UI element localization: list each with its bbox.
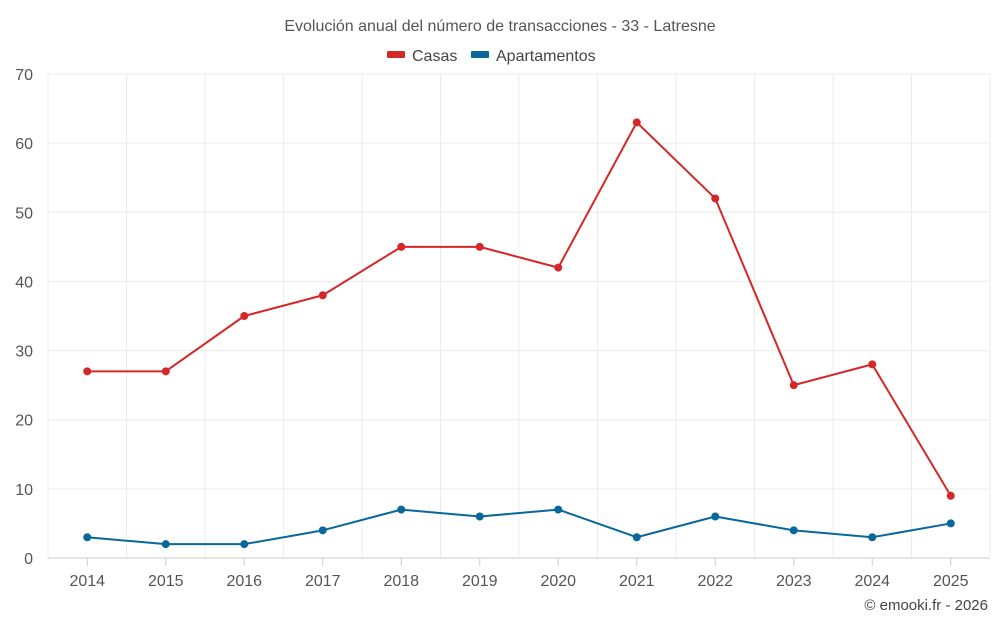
data-point-apartamentos[interactable] xyxy=(475,512,484,521)
data-point-casas[interactable] xyxy=(475,242,484,251)
x-tick-label: 2025 xyxy=(933,573,969,590)
data-point-casas[interactable] xyxy=(554,263,563,272)
y-tick-label: 30 xyxy=(15,344,33,361)
y-tick-label: 70 xyxy=(15,67,33,84)
x-tick-label: 2024 xyxy=(854,573,890,590)
data-point-apartamentos[interactable] xyxy=(868,533,877,542)
series-line-casas xyxy=(87,121,952,497)
x-tick-label: 2017 xyxy=(305,573,341,590)
y-tick-label: 60 xyxy=(15,136,33,153)
data-point-casas[interactable] xyxy=(83,367,92,376)
data-point-casas[interactable] xyxy=(789,381,798,390)
x-tick-label: 2015 xyxy=(148,573,184,590)
legend-swatch-casas xyxy=(387,51,405,58)
x-tick-label: 2022 xyxy=(697,573,733,590)
y-tick-label: 50 xyxy=(15,205,33,222)
y-axis-ticks: 0 10 20 30 40 50 60 70 xyxy=(15,67,33,568)
data-point-casas[interactable] xyxy=(397,242,406,251)
chart-title: Evolución anual del número de transaccio… xyxy=(284,18,715,35)
x-tick-label: 2018 xyxy=(383,573,419,590)
data-point-apartamentos[interactable] xyxy=(240,540,249,549)
y-tick-label: 0 xyxy=(24,551,33,568)
data-point-apartamentos[interactable] xyxy=(789,526,798,535)
credit-text: © emooki.fr - 2026 xyxy=(864,597,988,614)
legend-label-casas[interactable]: Casas xyxy=(412,48,457,65)
data-point-casas[interactable] xyxy=(711,194,720,203)
x-tick-label: 2014 xyxy=(69,573,105,590)
data-point-casas[interactable] xyxy=(240,312,249,320)
x-tick-label: 2023 xyxy=(776,573,812,590)
data-point-casas[interactable] xyxy=(632,118,641,127)
data-point-apartamentos[interactable] xyxy=(711,512,720,521)
data-point-apartamentos[interactable] xyxy=(318,526,327,535)
data-point-casas[interactable] xyxy=(161,367,170,376)
data-point-apartamentos[interactable] xyxy=(161,540,170,549)
data-point-apartamentos[interactable] xyxy=(554,505,563,514)
series-layer xyxy=(83,118,955,549)
data-point-casas[interactable] xyxy=(318,291,327,300)
data-point-apartamentos[interactable] xyxy=(83,533,92,542)
data-point-apartamentos[interactable] xyxy=(946,519,955,528)
series-line-apartamentos xyxy=(87,508,951,546)
x-tick-label: 2020 xyxy=(540,573,576,590)
y-tick-label: 40 xyxy=(15,274,33,291)
gridlines xyxy=(47,73,991,559)
legend-swatch-apartamentos xyxy=(471,51,489,58)
y-tick-label: 20 xyxy=(15,413,33,430)
x-tick-label: 2016 xyxy=(226,573,262,590)
data-point-casas[interactable] xyxy=(868,360,877,369)
x-axis-ticks: 2014 2015 2016 2017 2018 2019 2020 2021 2022 2023… xyxy=(69,558,969,590)
x-tick-label: 2021 xyxy=(619,573,655,590)
y-tick-label: 10 xyxy=(15,482,33,499)
data-point-casas[interactable] xyxy=(946,491,955,500)
legend: Casas Apartamentos xyxy=(387,48,596,65)
legend-label-apartamentos[interactable]: Apartamentos xyxy=(496,48,596,65)
x-tick-label: 2019 xyxy=(462,573,498,590)
data-point-apartamentos[interactable] xyxy=(632,533,641,542)
data-point-apartamentos[interactable] xyxy=(397,505,406,514)
